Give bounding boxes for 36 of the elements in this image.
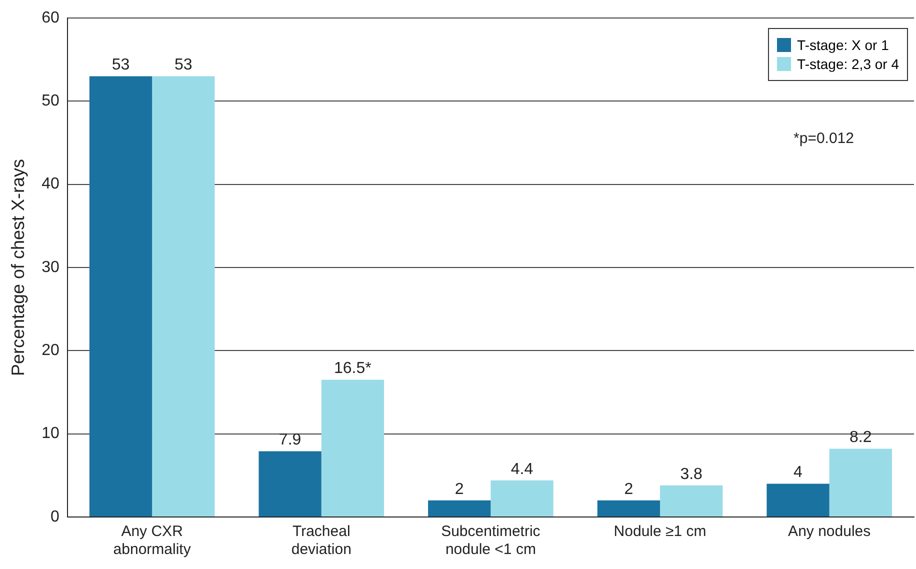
legend-label: T-stage: 2,3 or 4 xyxy=(797,56,899,72)
bar xyxy=(89,76,152,516)
bar xyxy=(829,448,892,516)
data-label: 3.8 xyxy=(680,466,703,483)
legend-label: T-stage: X or 1 xyxy=(797,37,889,53)
y-tick-label: 50 xyxy=(42,92,60,110)
y-tick-label: 0 xyxy=(50,508,60,526)
data-label: 8.2 xyxy=(850,429,872,446)
bar xyxy=(490,480,554,516)
data-label: 53 xyxy=(174,56,192,74)
bar xyxy=(660,485,723,516)
bar xyxy=(258,451,322,516)
y-tick-label: 60 xyxy=(42,9,60,26)
data-label: 4 xyxy=(794,464,803,482)
data-label: 7.9 xyxy=(278,432,302,449)
y-tick-label: 30 xyxy=(42,258,60,276)
data-label: 16.5* xyxy=(334,360,372,378)
y-tick-label: 20 xyxy=(42,342,60,360)
annotation: *p=0.012 xyxy=(794,130,854,147)
data-label: 53 xyxy=(112,56,130,74)
x-tick-label: Tracheal deviation xyxy=(291,523,352,558)
bar xyxy=(597,500,660,516)
y-tick-label: 10 xyxy=(42,425,60,442)
bar xyxy=(152,76,215,516)
x-tick-label: Subcentimetric nodule <1 cm xyxy=(441,523,541,558)
x-tick-label: Nodule ≥1 cm xyxy=(614,523,706,540)
x-tick-label: Any CXR abnormality xyxy=(113,523,192,558)
y-tick-label: 40 xyxy=(42,176,60,193)
data-label: 2 xyxy=(454,480,464,498)
bar xyxy=(428,500,491,516)
bar xyxy=(766,484,830,516)
x-tick-label: Any nodules xyxy=(788,523,871,540)
bar xyxy=(321,380,384,516)
y-axis-title: Percentage of chest X-rays xyxy=(8,158,28,376)
data-label: 2 xyxy=(624,480,634,498)
data-label: 4.4 xyxy=(510,460,534,478)
